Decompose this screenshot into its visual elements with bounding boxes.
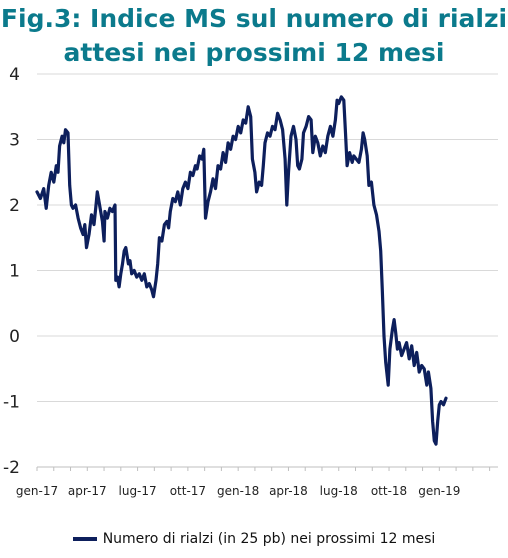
x-tick-label: gen-19 bbox=[418, 484, 460, 498]
x-tick-label: apr-18 bbox=[269, 484, 308, 498]
x-tick-label: lug-18 bbox=[320, 484, 358, 498]
y-tick-label: 4 bbox=[9, 65, 20, 85]
y-tick-label: 2 bbox=[9, 196, 20, 216]
y-tick-label: -1 bbox=[3, 393, 20, 413]
y-tick-label: 0 bbox=[9, 327, 20, 347]
x-tick-label: gen-18 bbox=[217, 484, 259, 498]
x-axis-ticks: gen-17 apr-17 lug-17 ott-17 gen-18 apr-18 lug-… bbox=[16, 484, 461, 498]
legend: Numero di rialzi (in 25 pb) nei prossimi… bbox=[0, 528, 508, 550]
y-tick-label: -2 bbox=[3, 458, 20, 478]
y-axis-ticks: 4 3 2 1 0 -1 -2 bbox=[3, 65, 20, 478]
x-tick-label: lug-17 bbox=[119, 484, 157, 498]
x-tick-label: apr-17 bbox=[68, 484, 107, 498]
chart-title: Fig.3: Indice MS sul numero di rialzi at… bbox=[0, 4, 508, 67]
x-tick-label: ott-17 bbox=[170, 484, 206, 498]
x-axis-tick-marks bbox=[36, 467, 491, 471]
y-tick-label: 1 bbox=[9, 262, 20, 282]
series-line-rialzi bbox=[35, 95, 448, 446]
x-tick-label: gen-17 bbox=[16, 484, 58, 498]
legend-label: Numero di rialzi (in 25 pb) nei prossimi… bbox=[102, 531, 436, 547]
x-tick-label: ott-18 bbox=[371, 484, 407, 498]
legend-swatch bbox=[72, 537, 97, 541]
y-tick-label: 3 bbox=[9, 131, 20, 151]
